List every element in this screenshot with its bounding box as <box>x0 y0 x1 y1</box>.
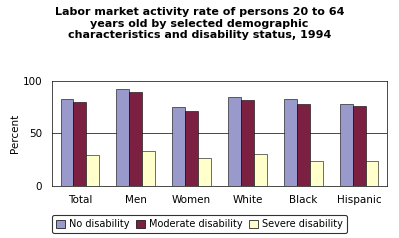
Text: Labor market activity rate of persons 20 to 64
years old by selected demographic: Labor market activity rate of persons 20… <box>55 7 344 40</box>
Bar <box>142 151 155 186</box>
Bar <box>86 155 99 186</box>
Bar <box>365 160 378 186</box>
Bar <box>61 99 73 186</box>
Bar <box>129 92 142 186</box>
Bar <box>198 159 211 186</box>
Bar <box>284 99 297 186</box>
Bar <box>73 102 86 186</box>
Bar <box>353 106 365 186</box>
Bar <box>185 111 198 186</box>
Bar <box>241 100 254 186</box>
Y-axis label: Percent: Percent <box>10 114 20 153</box>
Bar <box>297 104 310 186</box>
Bar <box>228 97 241 186</box>
Bar <box>310 160 322 186</box>
Bar <box>117 89 129 186</box>
Bar <box>340 104 353 186</box>
Bar <box>254 154 267 186</box>
Bar <box>172 107 185 186</box>
Legend: No disability, Moderate disability, Severe disability: No disability, Moderate disability, Seve… <box>52 215 347 233</box>
